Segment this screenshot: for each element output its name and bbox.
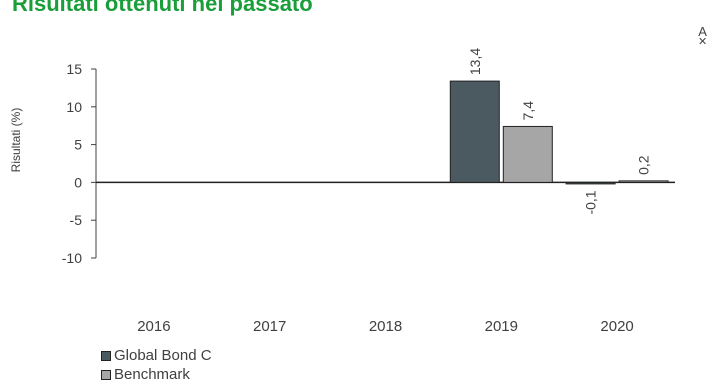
corner-cross: ✕ <box>698 36 708 48</box>
x-tick-label: 2017 <box>253 318 286 335</box>
y-tick-label: 10 <box>66 99 82 115</box>
y-tick-label: 5 <box>74 137 82 153</box>
legend-item-series-1: Global Bond C <box>101 346 212 365</box>
x-tick-label: 2019 <box>485 318 518 335</box>
bar-series-2 <box>502 125 553 183</box>
corner-accessibility-mark: A ✕ <box>698 24 708 48</box>
bar-series-1 <box>565 181 616 185</box>
data-label: 0,2 <box>636 155 652 175</box>
x-tick-label: 2018 <box>369 318 402 335</box>
data-label: 13,4 <box>467 48 483 75</box>
legend: Global Bond C Benchmark <box>101 346 212 384</box>
x-tick-label: 2016 <box>137 318 170 335</box>
legend-label-series-2: Benchmark <box>114 366 190 383</box>
corner-letter: A <box>698 24 707 39</box>
y-axis-label: Risultati (%) <box>9 108 23 173</box>
legend-swatch-series-1 <box>101 350 111 361</box>
bar-series-2 <box>618 180 669 183</box>
y-tick-label: 15 <box>66 61 82 77</box>
legend-swatch-series-2 <box>101 369 111 380</box>
x-tick-label: 2020 <box>600 318 633 335</box>
y-tick-label: 0 <box>74 174 82 190</box>
chart-title: Risultati ottenuti nel passato <box>12 0 313 16</box>
data-label: -0,1 <box>583 190 599 214</box>
data-label: 7,4 <box>520 101 536 121</box>
y-tick-label: -5 <box>70 212 83 228</box>
y-tick-label: -10 <box>62 250 82 266</box>
legend-label-series-1: Global Bond C <box>114 347 212 364</box>
bar-series-1 <box>449 80 500 183</box>
legend-item-series-2: Benchmark <box>101 365 212 384</box>
